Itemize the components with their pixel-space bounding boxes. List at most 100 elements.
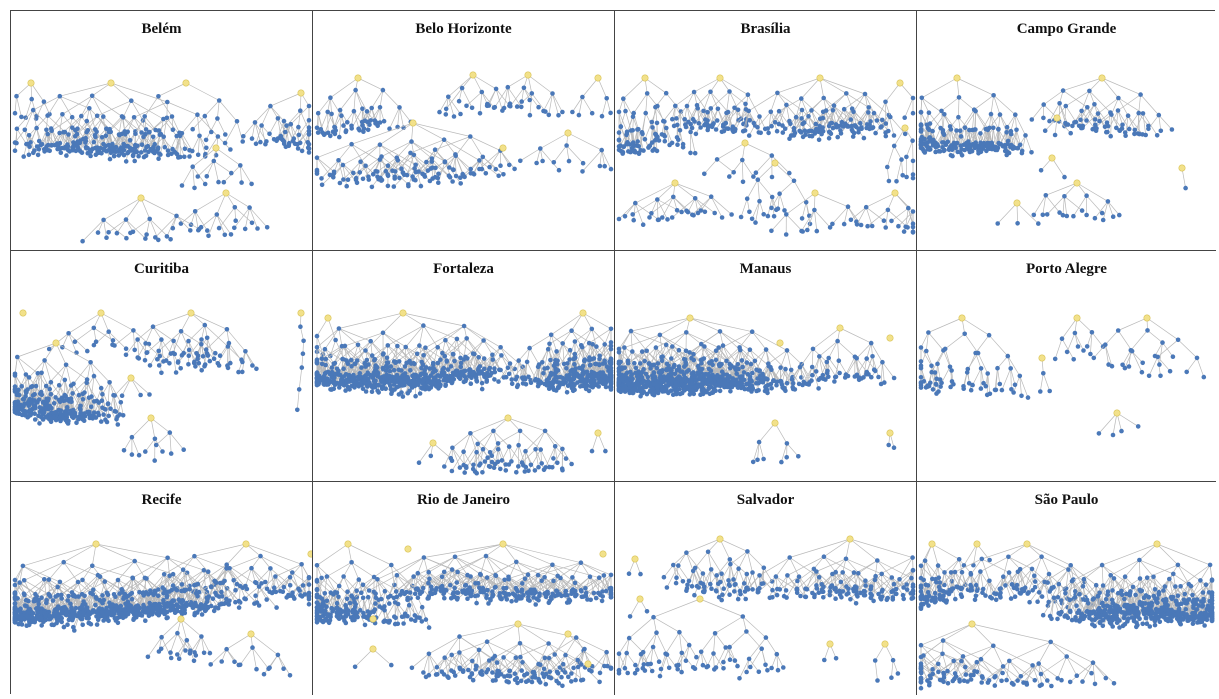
tree-node [288, 121, 294, 127]
tree-node [1099, 210, 1105, 216]
tree-node [462, 174, 467, 180]
tree-edge [370, 107, 381, 121]
tree-node [168, 451, 174, 456]
tree-node [381, 374, 387, 379]
tree-edge [204, 115, 212, 133]
tree-edge [130, 100, 144, 121]
tree-node [467, 371, 472, 377]
tree-node [372, 118, 378, 123]
tree-node [207, 358, 213, 364]
tree-node [121, 144, 126, 150]
tree-node [782, 126, 788, 131]
tree-edge [1065, 90, 1090, 107]
tree-edge [455, 155, 471, 170]
tree-node [14, 411, 19, 416]
tree-node [65, 419, 71, 424]
tree-edge [431, 158, 450, 176]
tree-node [869, 223, 875, 229]
tree-edge [161, 339, 172, 354]
tree-node [950, 153, 955, 159]
tree-edge [81, 115, 96, 136]
tree-edge [757, 179, 773, 198]
tree-node [36, 397, 42, 402]
tree-node [299, 365, 305, 370]
tree-edge [481, 91, 495, 108]
tree-node [793, 114, 799, 120]
tree-node [655, 197, 660, 202]
tree-edge [777, 92, 787, 106]
tree-node [358, 159, 363, 164]
tree-edge [444, 161, 461, 184]
tree-edge [146, 339, 162, 353]
tree-edge [180, 331, 190, 351]
tree-node [698, 208, 704, 213]
tree-root-node [1178, 164, 1186, 172]
tree-node [564, 143, 569, 148]
tree-node [722, 121, 728, 126]
tree-node [856, 130, 861, 135]
tree-node [891, 143, 897, 149]
tree-root-node [182, 79, 190, 87]
tree-edge [492, 347, 501, 360]
tree-node [721, 128, 727, 134]
tree-edge [555, 343, 564, 361]
tree-node [599, 147, 604, 153]
tree-edge [975, 110, 989, 130]
tree-node [121, 448, 127, 453]
tree-edge [456, 338, 461, 358]
tree-node [691, 89, 697, 95]
tree-node [1015, 145, 1021, 151]
tree-node [1105, 129, 1110, 135]
tree-node [405, 375, 410, 381]
tree-edge [622, 98, 634, 117]
tree-node [527, 112, 533, 118]
tree-edge [137, 343, 146, 358]
tree-node [203, 347, 209, 352]
tree-node [774, 128, 780, 134]
tree-edge [770, 92, 778, 112]
tree-edge [338, 328, 371, 342]
tree-edge [201, 339, 216, 354]
tree-node [115, 414, 120, 419]
tree-node [458, 360, 464, 366]
tree-edge [405, 325, 424, 348]
tree-node [458, 181, 463, 186]
tree-node [195, 174, 201, 179]
tree-node [26, 375, 32, 380]
tree-edge [1138, 94, 1141, 114]
tree-edge [110, 131, 122, 148]
tree-node [597, 163, 603, 169]
tree-node [516, 358, 521, 363]
tree-node [12, 402, 18, 407]
tree-node [92, 133, 98, 138]
tree-node [997, 112, 1003, 117]
tree-node [883, 121, 889, 126]
tree-node [438, 357, 443, 362]
tree-node [156, 94, 161, 99]
tree-node [314, 370, 320, 376]
tree-edge [687, 198, 696, 213]
tree-node [775, 90, 780, 96]
tree-edge [710, 196, 732, 215]
tree-node [23, 372, 29, 377]
tree-node [291, 136, 297, 141]
tree-node [188, 228, 193, 233]
tree-edge [445, 340, 455, 362]
tree-edge [744, 110, 750, 131]
tree-edge [189, 135, 200, 157]
tree-node [812, 207, 817, 213]
tree-edge [144, 96, 159, 117]
tree-edge [571, 330, 582, 346]
tree-node [573, 366, 578, 371]
tree-node [560, 109, 565, 115]
tree-node [328, 95, 333, 100]
tree-node [422, 174, 428, 179]
tree-node [123, 217, 129, 222]
tree-edge [646, 93, 658, 107]
tree-node [123, 159, 129, 164]
tree-node [981, 140, 987, 146]
tree-edge [334, 344, 359, 364]
tree-node [337, 180, 343, 186]
tree-node [34, 125, 39, 131]
tree-node [903, 224, 908, 230]
